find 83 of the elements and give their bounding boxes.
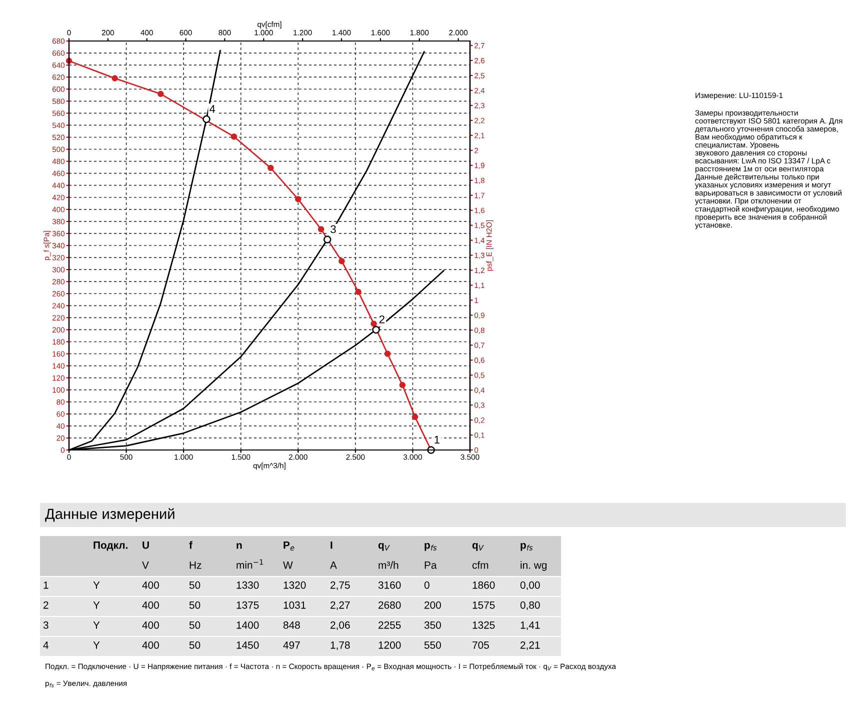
point — [230, 134, 238, 140]
point — [318, 226, 324, 232]
text: 2 — [44, 601, 48, 609]
text: Данные измерений — [45, 508, 174, 522]
text: q$_{V}$ — [472, 543, 484, 551]
point — [295, 196, 302, 202]
point — [338, 258, 345, 264]
text: V — [142, 562, 149, 569]
text: 1,78 — [330, 641, 350, 650]
text: Y — [93, 582, 100, 589]
text: Y — [93, 642, 100, 649]
point — [268, 164, 274, 172]
text: m³/h — [378, 561, 398, 569]
text: 1860 — [472, 581, 495, 589]
point — [370, 320, 377, 327]
text: 50 — [189, 581, 200, 589]
point — [202, 115, 210, 124]
point — [384, 350, 391, 357]
text: 1400 — [236, 621, 259, 629]
text: 2,75 — [330, 581, 350, 590]
text: 1575 — [472, 602, 495, 609]
annotation: 1 — [434, 436, 440, 444]
text: 1330 — [236, 581, 259, 589]
text: 1031 — [284, 601, 306, 609]
point — [355, 288, 362, 295]
text: f — [189, 541, 192, 549]
text: A — [330, 562, 337, 569]
text: 497 — [283, 641, 300, 649]
point — [372, 326, 380, 334]
text: Y — [93, 602, 100, 609]
point — [158, 90, 164, 98]
text: Hz — [190, 562, 202, 569]
text: 1450 — [236, 641, 259, 649]
text: 4 — [43, 642, 48, 649]
point — [112, 75, 118, 82]
text: Подкл. — [94, 542, 128, 551]
text: Y — [93, 622, 100, 629]
text: 50 — [189, 641, 200, 649]
text: 1 — [44, 582, 48, 589]
text: 848 — [283, 621, 300, 629]
text: 350 — [424, 621, 441, 629]
text: 550 — [424, 641, 441, 649]
annotation: 4 — [210, 105, 216, 113]
annotation: 3 — [330, 225, 336, 234]
text: q$_{V}$ — [378, 543, 390, 551]
text: p$_{fs}$ — [520, 543, 533, 551]
text: 0,00 — [520, 581, 540, 590]
text: I — [330, 542, 332, 549]
text: p$_{fs}$ — [424, 543, 437, 551]
text: cfm — [472, 561, 488, 569]
text: n — [236, 543, 242, 549]
text: 1375 — [236, 601, 259, 609]
text: 1200 — [378, 641, 401, 649]
text: 200 — [424, 601, 441, 609]
text: 2,21 — [520, 641, 540, 650]
text: in. wg — [520, 561, 547, 571]
text: 2,06 — [330, 621, 350, 630]
text: 1325 — [472, 621, 495, 629]
text: 400 — [142, 621, 159, 629]
text: 400 — [142, 581, 159, 589]
text: min$^{−1}$ — [236, 559, 263, 569]
text: 50 — [189, 621, 200, 629]
text: 0 — [424, 581, 430, 589]
text: 3160 — [378, 581, 401, 589]
point — [412, 414, 418, 420]
text: 2,27 — [330, 601, 350, 610]
text: 1,41 — [520, 622, 540, 630]
text: 50 — [189, 601, 200, 609]
annotation: 2 — [379, 315, 384, 324]
text: 1320 — [284, 581, 306, 589]
text: 0,80 — [520, 601, 540, 610]
text: 2255 — [378, 621, 401, 629]
text: U — [142, 542, 149, 549]
text: 400 — [142, 601, 159, 609]
text: P$_{e}$ — [284, 542, 294, 550]
text: 705 — [472, 641, 489, 649]
text: 3 — [43, 621, 48, 629]
text: Pa — [424, 562, 437, 569]
text: 400 — [142, 641, 159, 649]
point — [323, 236, 332, 244]
point — [399, 382, 406, 388]
text: 2680 — [378, 601, 401, 609]
text: W — [283, 562, 293, 569]
